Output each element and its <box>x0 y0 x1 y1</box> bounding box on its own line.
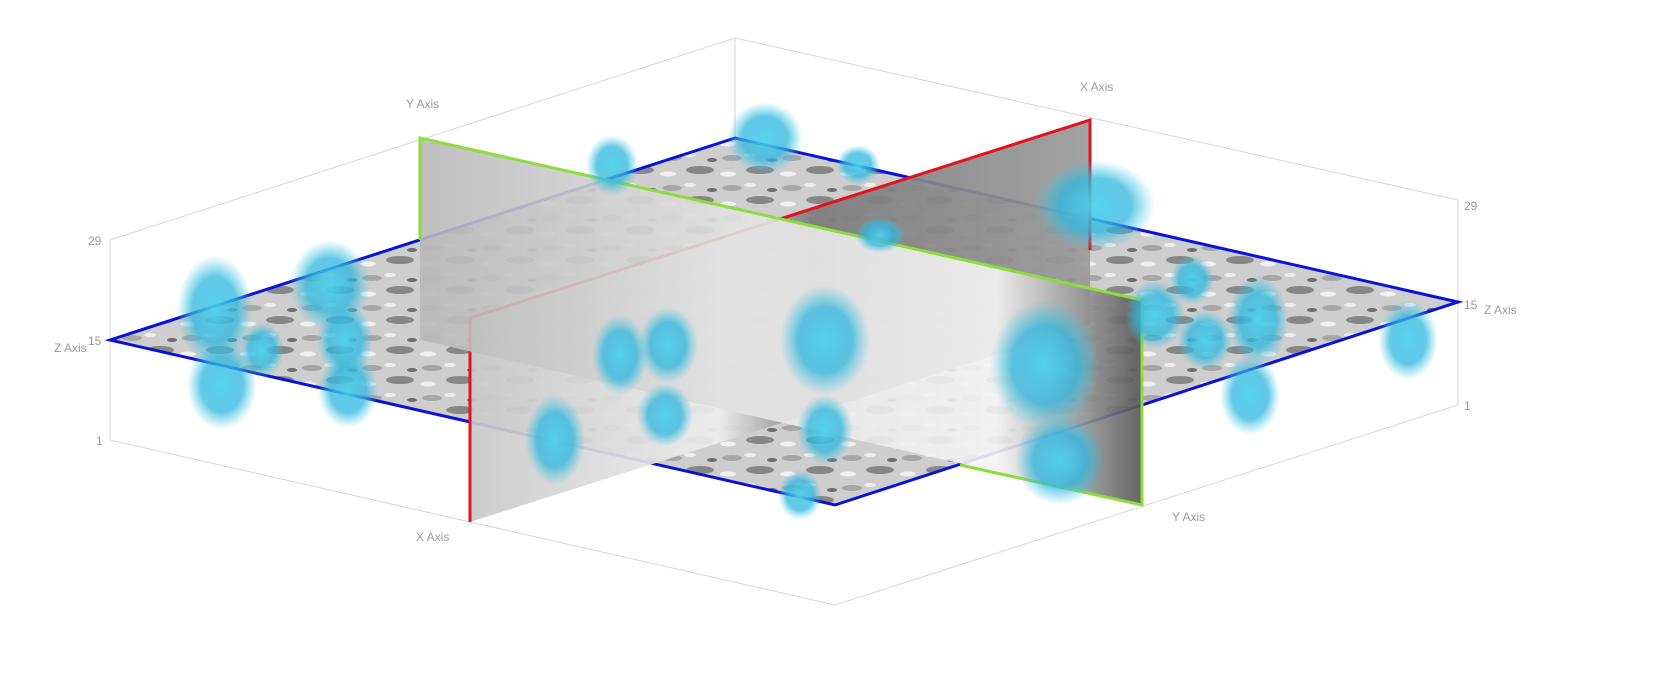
x-axis-label-bottom: X Axis <box>416 530 449 544</box>
z-tick-bottom-left: 1 <box>96 434 103 448</box>
y-axis-label-top: Y Axis <box>406 97 439 111</box>
y-axis-label-bottom: Y Axis <box>1172 510 1205 524</box>
z-tick-top-right: 29 <box>1464 199 1478 213</box>
volume-blobs <box>177 102 1438 520</box>
z-tick-mid-right: 15 <box>1464 298 1478 312</box>
bounding-box <box>109 37 1459 606</box>
x-axis-label-top: X Axis <box>1080 80 1113 94</box>
z-axis-label-right: Z Axis <box>1484 303 1517 317</box>
z-tick-mid-left: 15 <box>88 334 102 348</box>
z-axis-label-left: Z Axis <box>54 341 87 355</box>
z-tick-bottom-right: 1 <box>1464 399 1471 413</box>
z-tick-top-left: 29 <box>88 234 102 248</box>
